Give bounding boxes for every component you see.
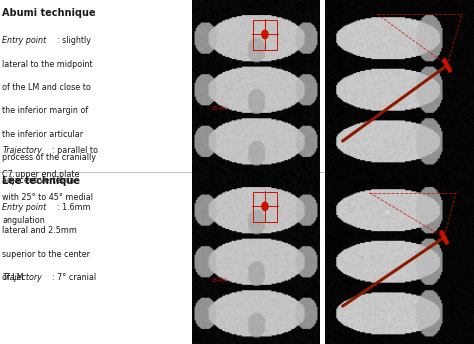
Text: the inferior margin of: the inferior margin of (2, 106, 89, 115)
Text: : parallel to: : parallel to (52, 146, 98, 155)
Text: lateral to the midpoint: lateral to the midpoint (2, 60, 93, 68)
Text: Entry point: Entry point (2, 203, 46, 212)
Text: adjacent vertebra: adjacent vertebra (2, 176, 74, 185)
Text: angulation: angulation (2, 216, 45, 225)
Text: the inferior articular: the inferior articular (2, 130, 83, 139)
Text: 7°: 7° (384, 211, 391, 216)
Text: 25-45°: 25-45° (212, 278, 228, 283)
Text: lateral and 2.5mm: lateral and 2.5mm (2, 226, 77, 235)
Text: of LM: of LM (2, 273, 24, 282)
Ellipse shape (262, 202, 268, 211)
Text: Abumi technique: Abumi technique (2, 8, 96, 18)
Text: Entry point: Entry point (2, 36, 46, 45)
Text: Lee technique: Lee technique (2, 176, 81, 186)
Ellipse shape (262, 30, 268, 39)
Polygon shape (440, 230, 448, 245)
Text: superior to the center: superior to the center (2, 250, 91, 259)
Text: 25-45°: 25-45° (212, 106, 228, 111)
Bar (253, 20, 277, 51)
Text: Trajectory: Trajectory (2, 273, 42, 282)
Polygon shape (443, 58, 452, 72)
Text: process of the cranially: process of the cranially (2, 153, 96, 162)
Text: with 25° to 45° medial: with 25° to 45° medial (2, 193, 93, 202)
Text: Trajectory: Trajectory (2, 146, 42, 155)
Bar (253, 192, 277, 223)
Text: : slightly: : slightly (57, 36, 91, 45)
Text: : 7° cranial: : 7° cranial (52, 273, 96, 282)
Text: of the LM and close to: of the LM and close to (2, 83, 91, 92)
Text: : 1.6mm: : 1.6mm (57, 203, 91, 212)
Text: C7 upper end plate: C7 upper end plate (2, 170, 80, 179)
